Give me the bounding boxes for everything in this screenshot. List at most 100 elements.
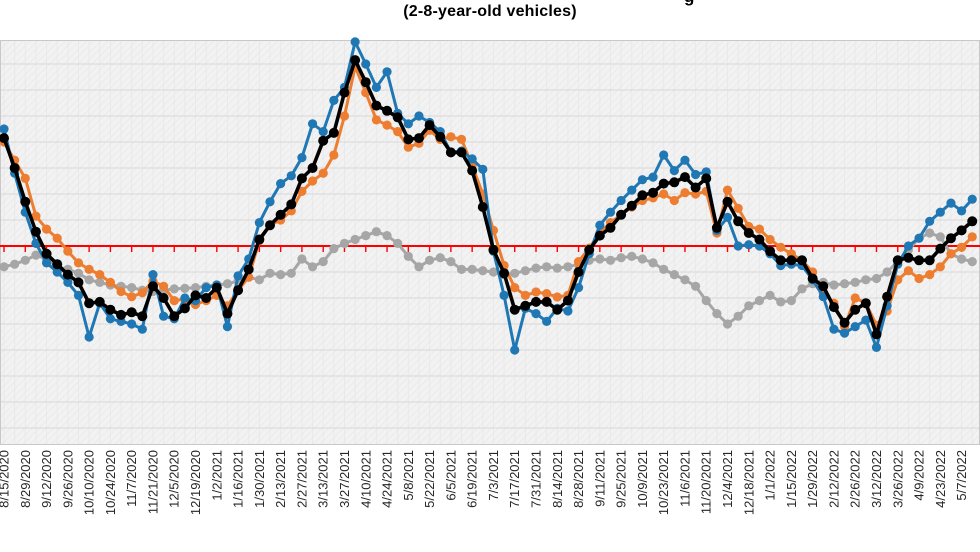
data-point: [296, 173, 307, 184]
data-point: [95, 277, 105, 287]
data-point: [925, 270, 935, 280]
data-point: [542, 316, 552, 326]
data-point: [201, 283, 211, 293]
x-axis-label: 12/18/2021: [741, 450, 756, 515]
data-point: [265, 220, 275, 231]
x-axis-label: 7/31/2021: [529, 450, 544, 508]
data-point: [265, 268, 275, 278]
data-point: [935, 207, 945, 217]
x-axis-label: 8/14/2021: [550, 450, 565, 508]
x-axis-label: 1/16/2021: [231, 450, 246, 508]
data-point: [456, 264, 467, 274]
horizontal-gridlines: [0, 63, 980, 429]
data-point: [542, 288, 552, 299]
data-point: [0, 133, 9, 144]
x-axis-label: 2/26/2022: [848, 450, 863, 508]
x-axis-label: 1/2/2021: [209, 450, 224, 501]
x-axis-label: 8/29/2020: [18, 450, 33, 508]
data-point: [924, 255, 935, 266]
data-point: [861, 315, 871, 325]
data-point: [722, 212, 733, 222]
data-point: [393, 238, 403, 248]
data-point: [797, 284, 807, 294]
data-point: [520, 290, 530, 300]
data-point: [531, 296, 541, 307]
data-point: [531, 263, 541, 273]
data-point: [297, 186, 307, 196]
data-point: [360, 77, 371, 88]
x-axis-label: 12/19/2020: [188, 450, 203, 515]
data-point: [541, 296, 552, 307]
series-black-line-markers: [0, 55, 978, 340]
data-point: [669, 166, 679, 176]
data-point: [531, 287, 541, 297]
data-point: [637, 175, 648, 185]
x-axis-label: 8/15/2020: [0, 450, 12, 508]
data-point: [722, 319, 733, 329]
data-point: [733, 216, 744, 227]
data-point: [73, 277, 84, 288]
data-point: [414, 262, 424, 272]
data-point: [307, 262, 318, 272]
data-point: [137, 288, 147, 298]
data-point: [711, 222, 722, 233]
data-point: [786, 255, 797, 266]
x-axis-label: 2/27/2021: [294, 450, 309, 508]
data-point: [925, 228, 935, 238]
data-point: [329, 244, 339, 254]
x-axis-label: 10/9/2021: [635, 450, 650, 508]
data-point: [850, 322, 860, 332]
data-point: [690, 182, 701, 193]
x-axis-label: 12/5/2020: [167, 450, 182, 508]
data-point: [499, 268, 510, 279]
data-point: [137, 324, 147, 334]
data-point: [329, 150, 339, 160]
data-point: [403, 251, 413, 261]
data-point: [297, 254, 307, 264]
data-point: [648, 187, 659, 198]
data-point: [935, 243, 946, 254]
x-axis-label: 7/17/2021: [507, 450, 522, 508]
data-point: [776, 297, 786, 307]
data-point: [488, 244, 499, 255]
x-axis-label: 10/10/2020: [82, 450, 97, 515]
data-point: [552, 304, 563, 315]
x-axis-label: 1/1/2022: [763, 450, 778, 501]
data-point: [903, 252, 914, 263]
data-point: [286, 199, 297, 210]
data-point: [30, 226, 41, 237]
x-axis-label: 2/13/2021: [273, 450, 288, 508]
data-point: [542, 262, 552, 272]
data-point: [318, 135, 329, 146]
data-point: [914, 255, 925, 266]
data-point: [31, 211, 41, 221]
data-point: [190, 283, 201, 293]
data-point: [254, 234, 265, 245]
data-point: [371, 227, 381, 237]
data-point: [520, 266, 530, 276]
data-point: [935, 262, 945, 272]
data-point: [584, 244, 595, 255]
data-point: [243, 264, 254, 275]
data-point: [127, 283, 137, 293]
x-axis-label: 12/4/2021: [720, 450, 735, 508]
data-point: [733, 241, 743, 251]
data-point: [307, 176, 318, 186]
data-point: [9, 163, 20, 173]
data-point: [573, 267, 584, 277]
data-point: [595, 254, 605, 264]
data-point: [41, 224, 52, 234]
data-point: [339, 87, 350, 98]
data-point: [957, 206, 967, 216]
data-point: [680, 155, 690, 165]
data-point: [754, 224, 765, 234]
data-point: [201, 293, 212, 303]
data-point: [41, 258, 52, 268]
data-point: [807, 273, 818, 284]
data-point: [413, 133, 424, 144]
data-point: [276, 270, 286, 280]
data-point: [659, 264, 669, 274]
data-point: [967, 257, 977, 267]
data-point: [84, 298, 95, 309]
